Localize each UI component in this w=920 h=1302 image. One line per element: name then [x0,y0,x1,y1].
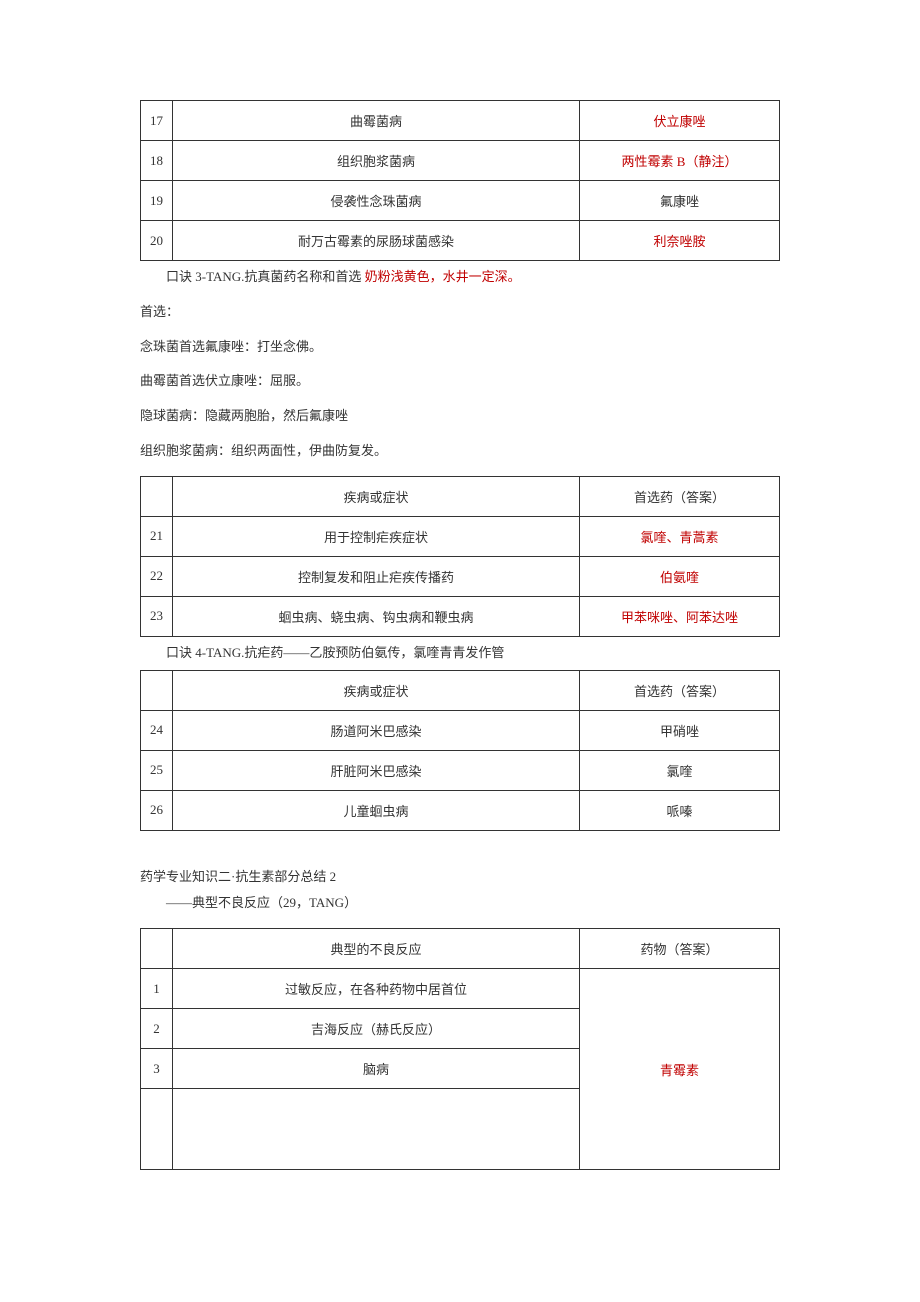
cell-drug: 伏立康唑 [580,101,780,141]
table-row: 21 用于控制疟疾症状 氯喹、青蒿素 [141,516,780,556]
cell-disease: 蛔虫病、蛲虫病、钩虫病和鞭虫病 [173,596,580,636]
cell-disease: 肠道阿米巴感染 [173,710,580,750]
cell-drug: 两性霉素 B（静注） [580,141,780,181]
table-row: 22 控制复发和阻止疟疾传播药 伯氨喹 [141,556,780,596]
table-row: 26 儿童蛔虫病 哌嗪 [141,790,780,830]
paragraph: 念珠菌首选氟康唑：打坐念佛。 [140,337,780,358]
cell-disease: 儿童蛔虫病 [173,790,580,830]
table-antimalarial: 疾病或症状 首选药（答案） 21 用于控制疟疾症状 氯喹、青蒿素 22 控制复发… [140,476,780,637]
table-row: 1 过敏反应，在各种药物中居首位 青霉素 [141,969,780,1009]
table-header-row: 典型的不良反应 药物（答案） [141,929,780,969]
cell-num: 18 [141,141,173,181]
table-header-row: 疾病或症状 首选药（答案） [141,476,780,516]
note-highlight: 奶粉浅黄色，水井一定深。 [365,269,521,284]
table-row: 19 侵袭性念珠菌病 氟康唑 [141,181,780,221]
paragraph: 首选： [140,302,780,323]
cell-num: 23 [141,596,173,636]
table-row: 23 蛔虫病、蛲虫病、钩虫病和鞭虫病 甲苯咪唑、阿苯达唑 [141,596,780,636]
cell-num-header [141,476,173,516]
cell-header-reaction: 典型的不良反应 [173,929,580,969]
cell-num: 3 [141,1049,173,1089]
table-row: 25 肝脏阿米巴感染 氯喹 [141,750,780,790]
paragraph: 隐球菌病：隐藏两胞胎，然后氟康唑 [140,406,780,427]
cell-disease: 肝脏阿米巴感染 [173,750,580,790]
cell-num: 21 [141,516,173,556]
cell-reaction-blank [173,1089,580,1170]
cell-num: 1 [141,969,173,1009]
table-antifungal-firstchoice: 17 曲霉菌病 伏立康唑 18 组织胞浆菌病 两性霉素 B（静注） 19 侵袭性… [140,100,780,261]
document-page: 17 曲霉菌病 伏立康唑 18 组织胞浆菌病 两性霉素 B（静注） 19 侵袭性… [0,0,920,1302]
cell-num: 24 [141,710,173,750]
table-row: 18 组织胞浆菌病 两性霉素 B（静注） [141,141,780,181]
cell-num: 25 [141,750,173,790]
table-header-row: 疾病或症状 首选药（答案） [141,670,780,710]
cell-drug: 氯喹 [580,750,780,790]
cell-num: 19 [141,181,173,221]
cell-num-header [141,670,173,710]
cell-disease: 组织胞浆菌病 [173,141,580,181]
cell-drug: 利奈唑胺 [580,221,780,261]
cell-reaction: 过敏反应，在各种药物中居首位 [173,969,580,1009]
paragraph: 曲霉菌首选伏立康唑：屈服。 [140,371,780,392]
table-row: 17 曲霉菌病 伏立康唑 [141,101,780,141]
cell-reaction: 吉海反应（赫氏反应） [173,1009,580,1049]
mnemonic-note-3: 口诀 3-TANG.抗真菌药名称和首选 奶粉浅黄色，水井一定深。 [140,267,780,288]
table-row: 24 肠道阿米巴感染 甲硝唑 [141,710,780,750]
cell-disease: 用于控制疟疾症状 [173,516,580,556]
cell-drug: 氯喹、青蒿素 [580,516,780,556]
section-subtitle: ——典型不良反应（29，TANG） [140,893,780,914]
cell-drug: 哌嗪 [580,790,780,830]
cell-drug: 氟康唑 [580,181,780,221]
note-prefix: 口诀 3-TANG.抗真菌药名称和首选 [166,269,365,284]
cell-num-header [141,929,173,969]
cell-num-blank [141,1089,173,1170]
cell-drug: 甲苯咪唑、阿苯达唑 [580,596,780,636]
table-adverse-reactions: 典型的不良反应 药物（答案） 1 过敏反应，在各种药物中居首位 青霉素 2 吉海… [140,928,780,1170]
mnemonic-note-4: 口诀 4-TANG.抗疟药——乙胺预防伯氨传，氯喹青青发作管 [140,643,780,664]
cell-disease: 控制复发和阻止疟疾传播药 [173,556,580,596]
cell-disease: 侵袭性念珠菌病 [173,181,580,221]
cell-num: 20 [141,221,173,261]
cell-header-disease: 疾病或症状 [173,476,580,516]
section-title: 药学专业知识二·抗生素部分总结 2 [140,867,780,888]
cell-drug: 伯氨喹 [580,556,780,596]
cell-header-disease: 疾病或症状 [173,670,580,710]
cell-disease: 耐万古霉素的尿肠球菌感染 [173,221,580,261]
cell-drug-merged: 青霉素 [580,969,780,1170]
cell-disease: 曲霉菌病 [173,101,580,141]
table-amoeba: 疾病或症状 首选药（答案） 24 肠道阿米巴感染 甲硝唑 25 肝脏阿米巴感染 … [140,670,780,831]
cell-num: 22 [141,556,173,596]
cell-reaction: 脑病 [173,1049,580,1089]
paragraph: 组织胞浆菌病：组织两面性，伊曲防复发。 [140,441,780,462]
cell-num: 26 [141,790,173,830]
cell-header-drug: 首选药（答案） [580,670,780,710]
cell-drug: 甲硝唑 [580,710,780,750]
cell-header-drug: 首选药（答案） [580,476,780,516]
cell-header-drug: 药物（答案） [580,929,780,969]
table-row: 20 耐万古霉素的尿肠球菌感染 利奈唑胺 [141,221,780,261]
cell-num: 17 [141,101,173,141]
cell-num: 2 [141,1009,173,1049]
